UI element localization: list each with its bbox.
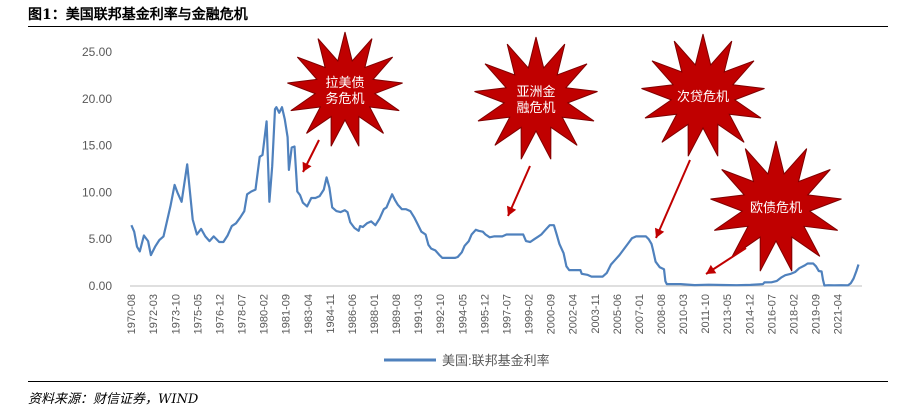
annotation-starburst	[710, 140, 842, 272]
chart-area: 0.00 5.00 10.00 15.00 20.00 25.00 1970-08 1972-…	[82, 31, 862, 368]
x-tick-label: 1992-10	[435, 294, 447, 334]
y-tick-label: 0.00	[89, 279, 113, 293]
annotation-starburst	[287, 31, 403, 147]
series-line	[130, 106, 860, 287]
x-tick-label: 2007-01	[634, 294, 646, 334]
annotation-label: 融危机	[516, 100, 555, 115]
x-tick-label: 1999-02	[524, 294, 536, 334]
annotation-starburst	[641, 33, 765, 157]
x-tick-label: 1994-05	[457, 294, 469, 334]
x-tick-label: 1986-06	[347, 294, 359, 334]
annotation-arrowhead	[507, 205, 517, 216]
x-tick-label: 2008-08	[656, 294, 668, 334]
y-tick-label: 15.00	[82, 139, 112, 153]
x-tick-label: 1995-12	[479, 294, 491, 334]
y-tick-label: 20.00	[82, 92, 112, 106]
annotation-arrow	[655, 159, 691, 239]
x-tick-label: 1981-09	[281, 294, 293, 334]
bottom-divider	[28, 381, 888, 382]
y-tick-label: 10.00	[82, 185, 112, 199]
x-tick-label: 1984-11	[325, 294, 337, 334]
x-tick-label: 1978-07	[237, 294, 249, 334]
legend-label: 美国:联邦基金利率	[442, 353, 550, 368]
x-tick-label: 1976-12	[214, 294, 226, 334]
source-note: 资料来源：财信证券，WIND	[28, 392, 199, 407]
x-tick-label: 2013-05	[722, 294, 734, 334]
x-tick-label: 2019-09	[811, 294, 823, 334]
y-tick-label: 5.00	[89, 232, 113, 246]
x-tick-label: 2010-03	[678, 294, 690, 334]
annotation-arrow	[507, 165, 531, 217]
x-tick-label: 2003-11	[590, 294, 602, 334]
figure-title: 图1：美国联邦基金利率与金融危机	[28, 7, 248, 23]
x-tick-label: 1989-08	[391, 294, 403, 334]
x-tick-label: 1980-02	[259, 294, 271, 334]
annotation-label: 亚洲金	[516, 84, 555, 99]
top-divider	[28, 26, 888, 27]
x-tick-label: 2011-10	[700, 294, 712, 334]
x-tick-label: 1988-01	[369, 294, 381, 334]
x-tick-label: 1973-10	[170, 294, 182, 334]
x-tick-label: 2021-04	[833, 294, 845, 334]
annotation-arrowhead	[302, 161, 312, 172]
x-tick-label: 2000-09	[546, 294, 558, 334]
x-tick-label: 1991-03	[413, 294, 425, 334]
x-tick-label: 1983-04	[303, 294, 315, 334]
x-tick-label: 2014-12	[744, 294, 756, 334]
annotation-arrowhead	[655, 227, 665, 238]
x-tick-label: 1997-07	[501, 294, 513, 334]
annotation-label: 欧债危机	[750, 200, 802, 215]
annotation-starburst	[474, 36, 598, 160]
x-tick-label: 2016-07	[766, 294, 778, 334]
annotation-arrowhead	[706, 264, 717, 274]
x-tick-label: 1975-05	[192, 294, 204, 334]
x-tick-label: 1972-03	[148, 294, 160, 334]
annotation-label: 务危机	[325, 91, 364, 106]
x-tick-label: 2005-06	[612, 294, 624, 334]
annotation-label: 次贷危机	[677, 89, 729, 104]
x-tick-label: 2002-04	[568, 294, 580, 334]
annotation-label: 拉美债	[325, 75, 364, 90]
y-tick-label: 25.00	[82, 45, 112, 59]
x-tick-label: 1970-08	[126, 294, 138, 334]
x-tick-label: 2018-02	[788, 294, 800, 334]
